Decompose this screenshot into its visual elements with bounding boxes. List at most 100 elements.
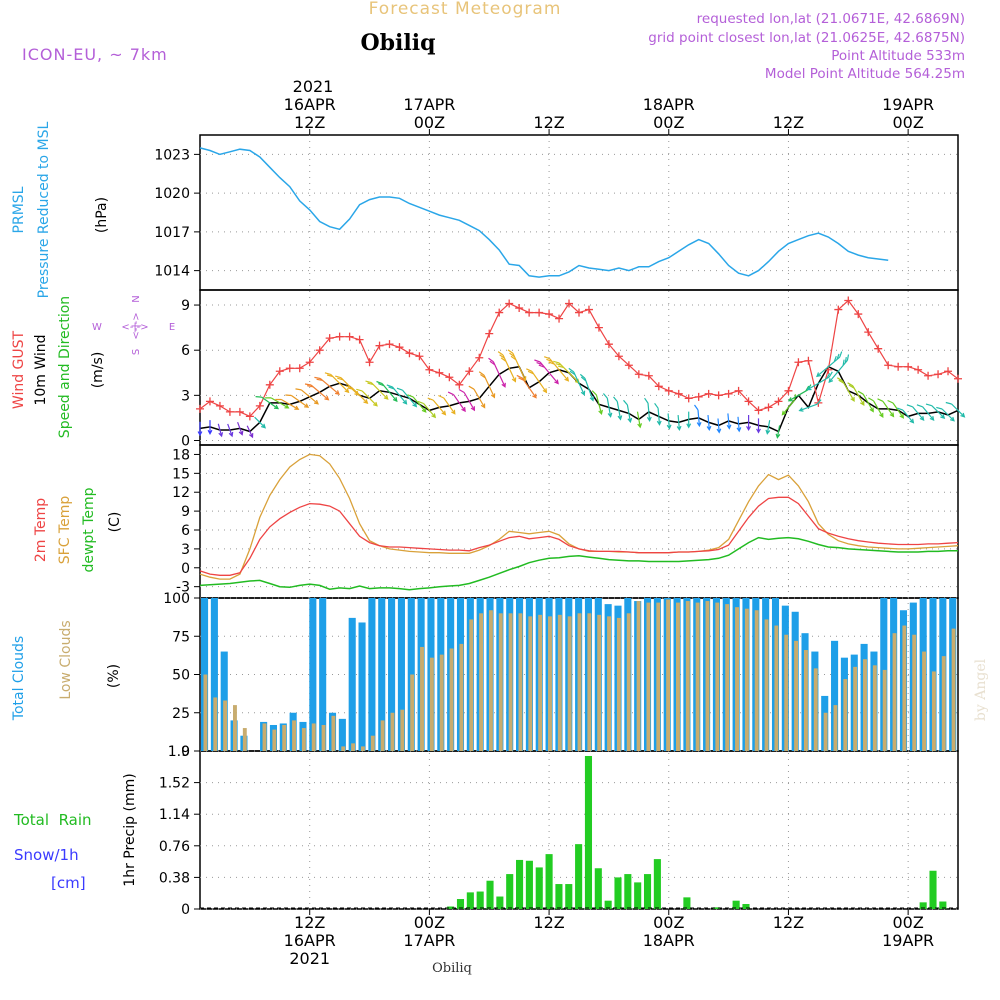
dewpt-line [199,536,958,591]
precip-bar [565,884,573,909]
low-cloud-bar [459,643,464,751]
wind-gust-point [245,412,254,421]
wind-barb [488,357,506,388]
compass-we-arrow: <-|-> [121,322,148,333]
wind-gust-point [475,353,484,362]
bottom-time-label: 17APR [403,931,455,950]
low-cloud-bar [922,651,927,751]
low-cloud-bar [380,720,385,751]
wind-barb [568,367,586,396]
temp-tick-label: 15 [172,466,190,482]
temp-tick-label: -3 [176,580,190,596]
pressure-line [199,147,889,278]
temp-tick-label: 9 [181,504,190,520]
wind-barb [676,415,682,432]
low-cloud-bar [676,602,680,751]
wind-barb [916,404,935,421]
wind-barb [837,377,855,402]
wind-barb [507,349,527,382]
low-cloud-bar [912,634,917,751]
wind-gust-point [714,391,723,400]
low-cloud-bar [262,723,267,751]
wind-gust-point [255,401,264,410]
top-hour-label: 00Z [414,113,445,132]
low-cloud-bar [833,705,838,751]
wind-gust-point [744,397,753,406]
low-cloud-bar [872,665,877,751]
wind-barb [765,420,771,435]
wind-barb [365,380,389,400]
pressure-panel-frame [199,134,959,291]
wind-gust-point [684,394,693,403]
precip-bar [653,859,661,909]
total-cloud-bar [397,598,405,751]
bottom-time-label: 00Z [892,913,923,932]
wind-gust-point [804,356,813,365]
wind-gust-point [664,386,673,395]
wind-gust-point [674,389,683,398]
wind-tick-label: 9 [181,298,190,314]
precip-bar [496,896,504,909]
wind-gust-point [565,299,574,308]
bottom-time-label: 2021 [289,949,330,968]
wind-gust-point [904,362,913,371]
wind-barb [623,399,633,424]
wind-gust-point [834,305,843,314]
top-date-label: 16APR [284,95,336,114]
wind-gust-point [395,343,404,352]
low-cloud-bar [400,709,405,751]
wind-barb [781,394,797,416]
precip-bar [575,844,583,909]
wind-barb [654,402,662,426]
clouds-tick-label: 100 [163,591,190,607]
low-cloud-bar [951,628,956,751]
wind-gust-point [545,310,554,319]
wind-barb [686,411,692,429]
total-cloud-bar [358,622,366,751]
wind-barb [427,397,447,416]
low-cloud-bar [616,617,621,751]
wind-gust-point [854,310,863,319]
wind-gust-point [864,328,873,337]
clouds-label-low: Low Clouds [58,620,74,699]
precip-bar [604,900,612,909]
wind-gust-point [205,397,214,406]
bottom-time-label: 00Z [414,913,445,932]
precip-bar [634,882,642,909]
wind-barb [806,371,833,391]
precip-bar [516,859,524,909]
wind-barb [666,413,672,430]
wind-gust-point [764,403,773,412]
wind-gust-point [345,332,354,341]
wind-gust-point [315,346,324,355]
low-cloud-bar [705,601,710,751]
wind-tick-label: 6 [181,343,190,359]
wind-gust-point [465,367,474,376]
low-cloud-bar [360,746,365,751]
precip-tick-label: 1.9 [168,744,190,760]
low-cloud-bar [292,720,296,751]
precip-bar [456,899,465,909]
bottom-time-label: 12Z [533,913,564,932]
compass-w: W [92,322,102,333]
temp-tick-label: 6 [181,523,190,539]
precip-tick-label: 1.14 [159,807,190,823]
wind-gust-point [694,392,703,401]
wind-barb [356,388,378,407]
temp-label-sfc: SFC Temp [57,496,73,565]
top-hour-label: 12Z [294,113,325,132]
low-cloud-bar [548,616,552,751]
wind-gust-point [614,352,623,361]
precip-bar [929,870,937,909]
wind-10m-line [199,365,959,433]
pressure-unit: (hPa) [94,197,110,233]
wind-gust-point [325,334,334,343]
wind-gust-point [515,304,524,313]
wind-barb [847,382,865,406]
low-cloud-bar [626,613,631,751]
precip-bar [525,860,533,909]
wind-unit: (m/s) [90,352,106,389]
wind-gust-point [455,380,464,389]
low-cloud-bar [902,625,907,751]
